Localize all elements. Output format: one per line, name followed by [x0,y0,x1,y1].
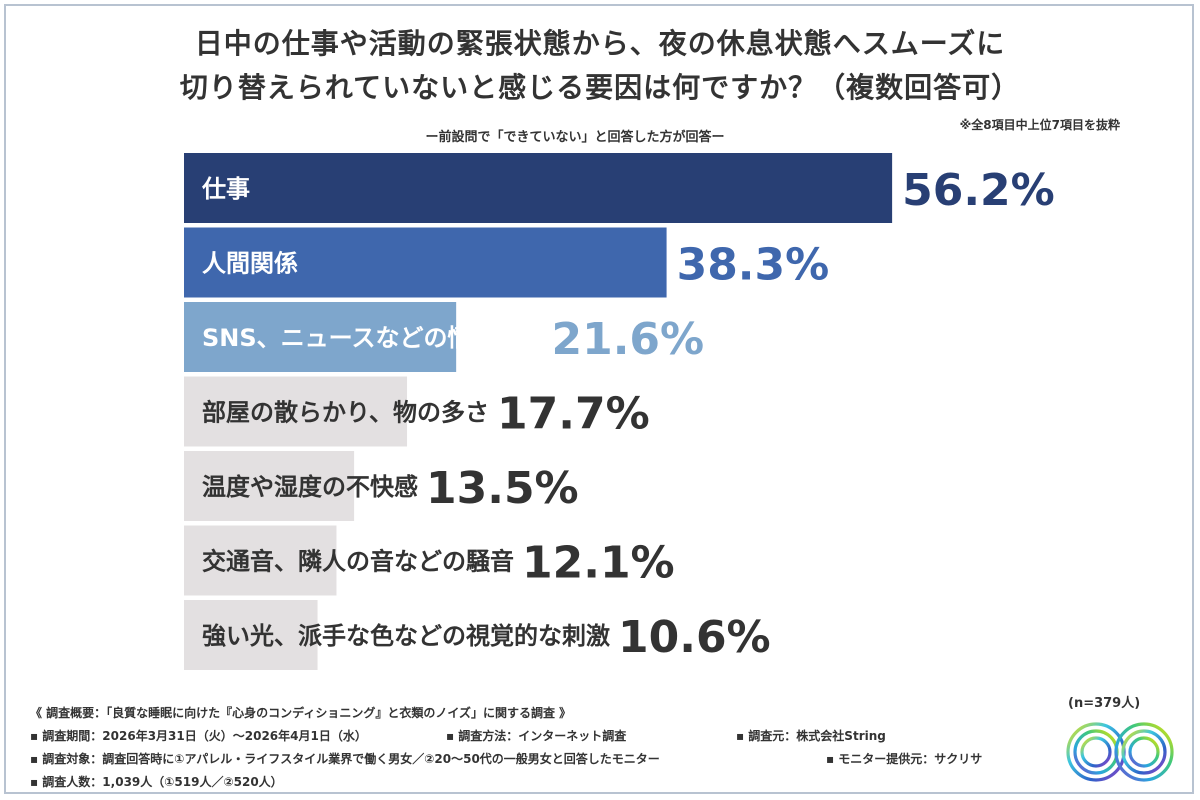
monitor-provider: ▪ モニター提供元：サクリサ [826,752,983,766]
chart-subtitle: ー前設問で「できていない」と回答した方が回答ー [425,130,725,145]
brand-logo-icon [1066,722,1174,782]
value-label-6: 10.6% [618,612,771,663]
survey-source: ▪ 調査元：株式会社String [736,729,886,743]
category-label-0: 仕事 [201,175,250,203]
category-label-1: 人間関係 [202,250,298,278]
value-label-3: 17.7% [497,389,650,440]
survey-summary-title: 《 調査概要：「良質な睡眠に向けた『心身のコンディショニング』と衣類のノイズ」に… [30,706,572,720]
bar-5 [184,525,337,596]
value-label-4: 13.5% [426,463,579,514]
category-label-2: SNS、ニュースなどの情報過多 [202,324,543,352]
bar-2 [184,302,457,372]
chart-note: ※全8項目中上位7項目を抜粋 [959,118,1120,132]
category-label-3: 部屋の散らかり、物の多さ [202,399,489,427]
value-label-0: 56.2% [902,165,1055,216]
bar-4 [184,451,355,521]
bar-3 [184,376,408,447]
category-label-5: 交通音、隣人の音などの騒音 [202,548,514,576]
chart-title-line1: 日中の仕事や活動の緊張状態から、夜の休息状態へスムーズに [194,27,1006,60]
bar-6 [184,600,318,670]
category-label-6: 強い光、派手な色などの視覚的な刺激 [202,622,610,650]
sample-size-label: (n=379人) [1068,696,1141,711]
category-label-4: 温度や湿度の不快感 [202,473,418,501]
chart-title-line2: 切り替えられていないと感じる要因は何ですか？（複数回答可） [179,71,1021,104]
survey-period: ▪ 調査期間：2026年3月31日（火）〜2026年4月1日（水） [30,729,367,743]
survey-method: ▪ 調査方法：インターネット調査 [446,729,627,743]
value-label-2: 21.6% [551,314,704,365]
value-label-5: 12.1% [522,538,675,589]
bar-1 [184,227,667,298]
bar-0 [184,153,893,223]
survey-target: ▪ 調査対象：調査回答時に①アパレル・ライフスタイル業界で働く男女／②20〜50… [30,752,660,766]
survey-respondents: ▪ 調査人数：1,039人（①519人／②520人） [30,775,283,789]
value-label-1: 38.3% [677,240,830,291]
